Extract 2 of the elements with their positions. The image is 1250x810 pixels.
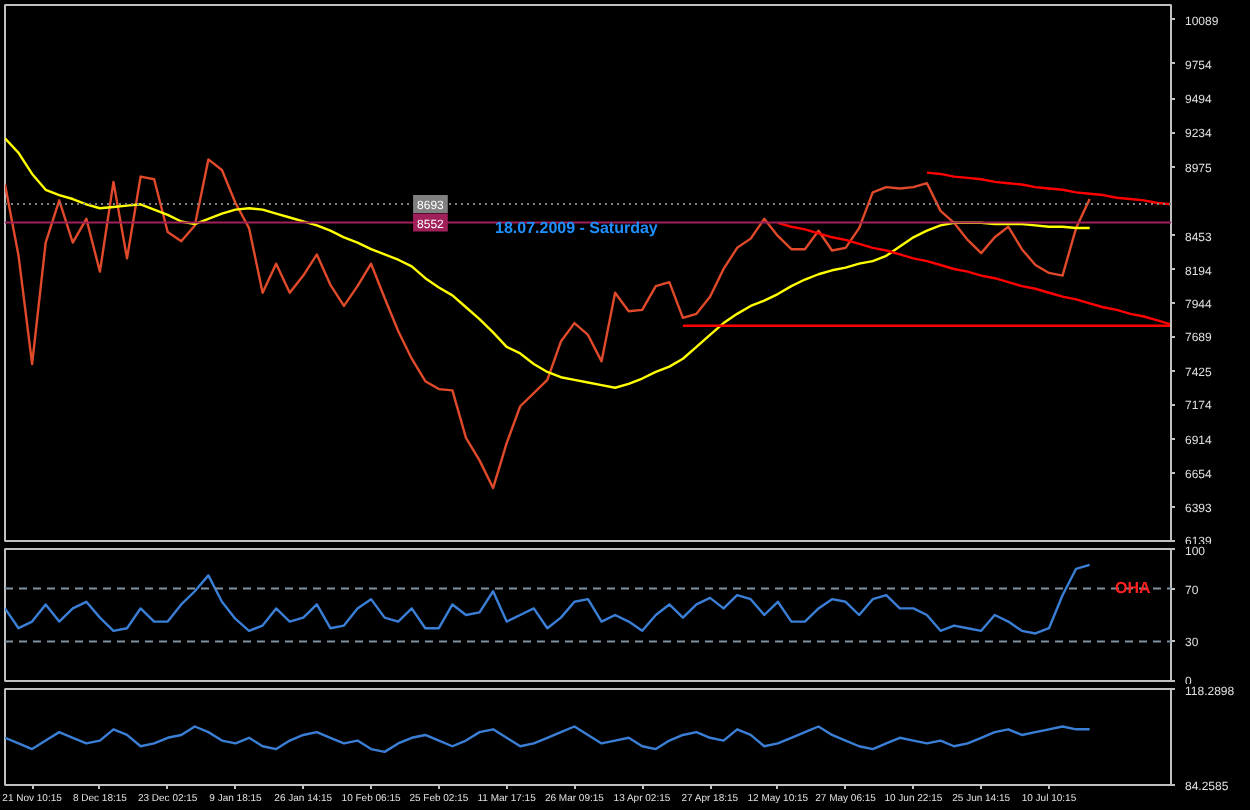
annotation: 18.07.2009 - Saturday bbox=[495, 219, 659, 237]
annotation: OHA bbox=[1115, 579, 1151, 597]
